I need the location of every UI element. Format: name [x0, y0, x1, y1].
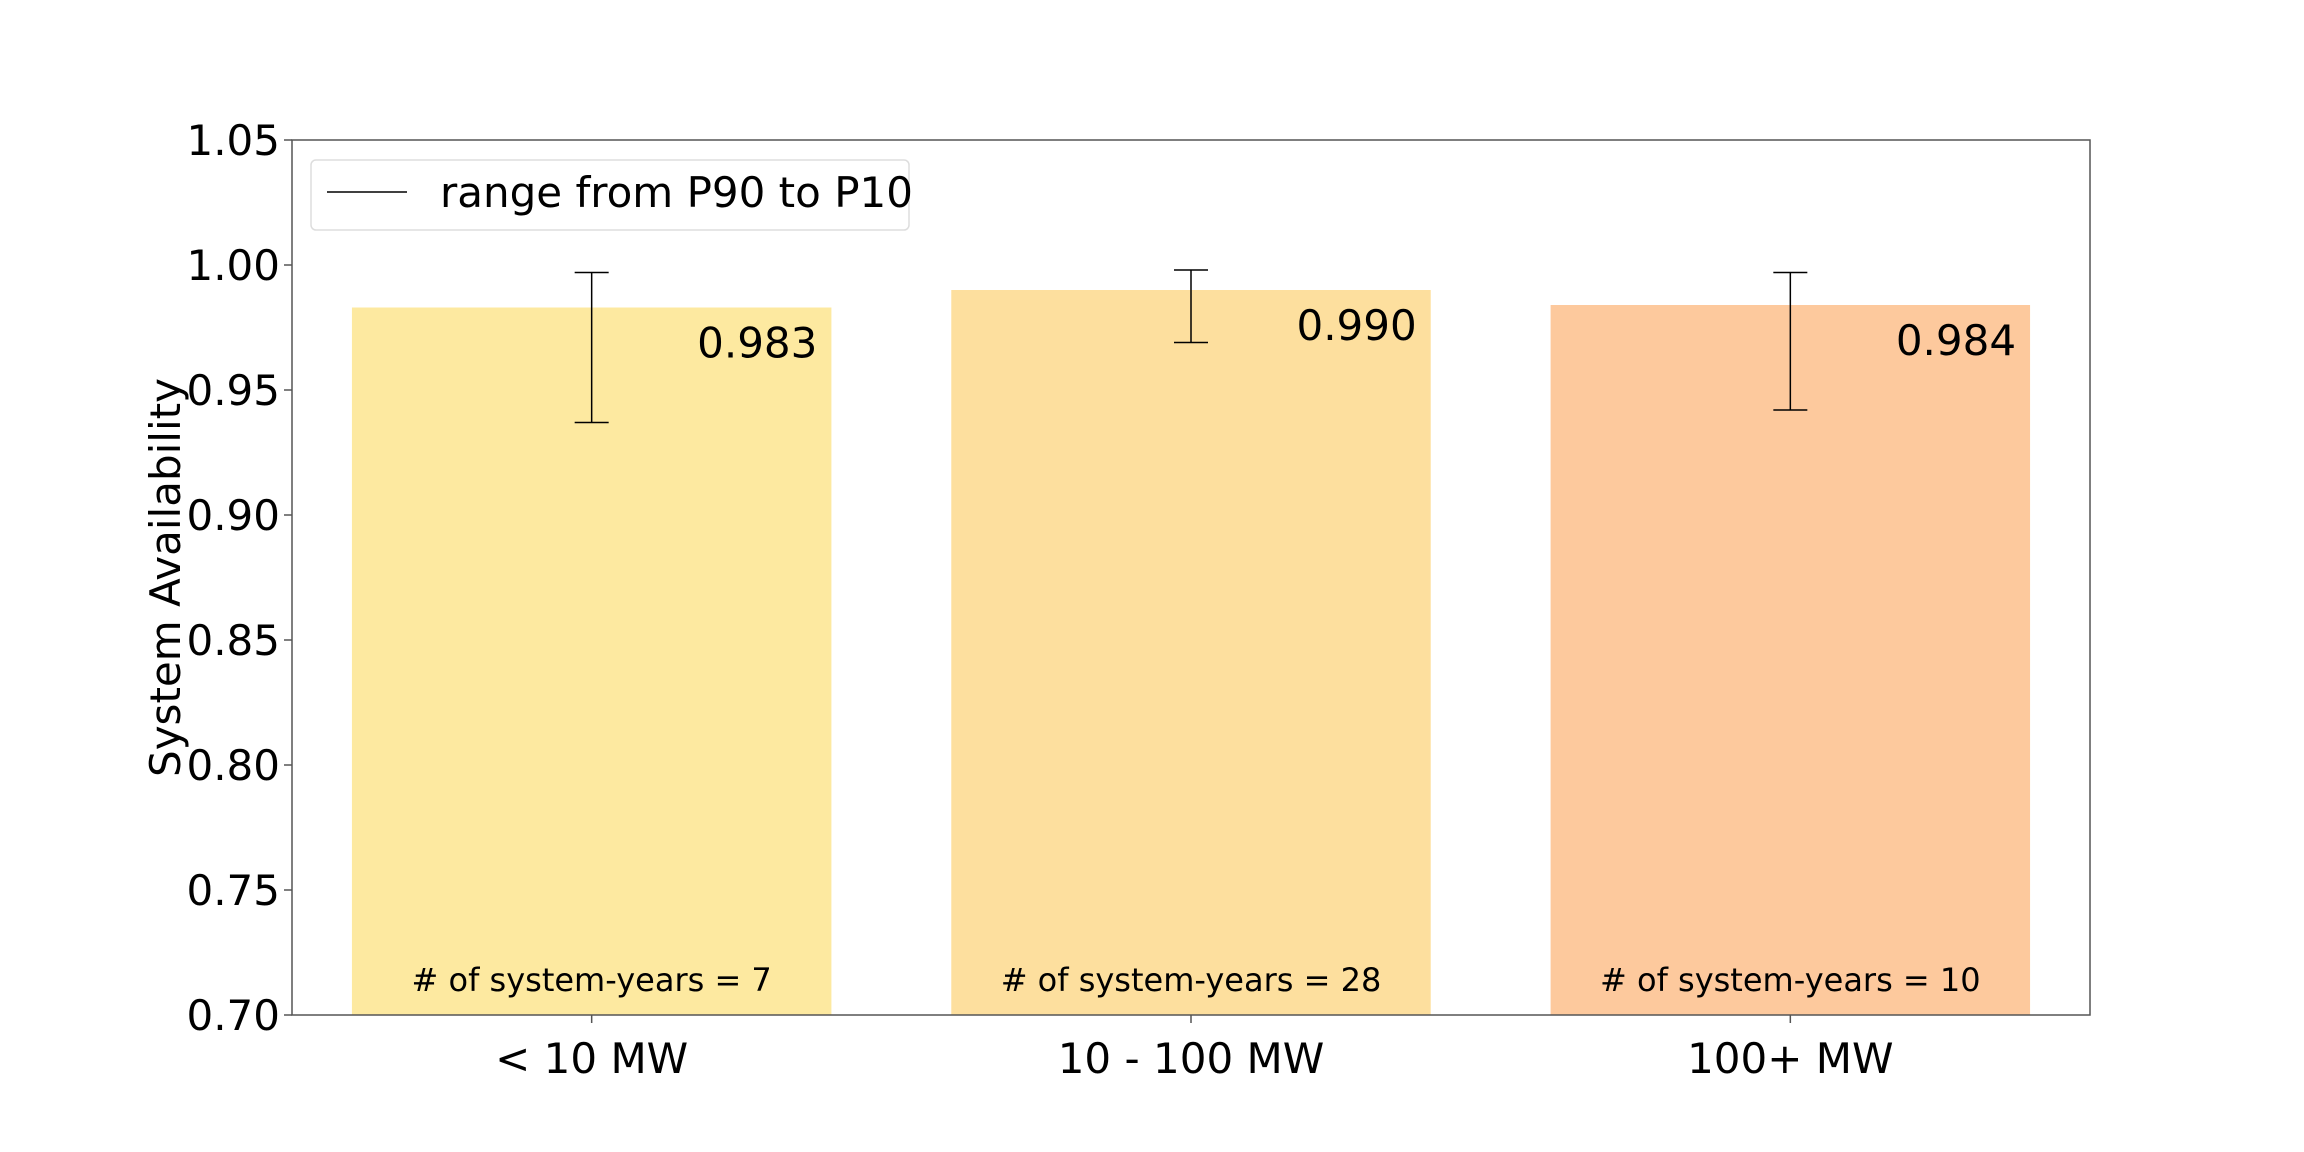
count-label-1: # of system-years = 7: [412, 961, 772, 999]
y-tick-label-4: 0.85: [186, 616, 280, 665]
legend: range from P90 to P10: [310, 159, 913, 231]
y-tick-label-8: 1.05: [186, 116, 280, 165]
count-label-2: # of system-years = 28: [1001, 961, 1382, 999]
value-label-1: 0.983: [697, 319, 817, 368]
labels-layer: 0.983 # of system-years = 7 0.990 # of syst…: [412, 301, 2017, 999]
y-tick-label-6: 0.95: [186, 366, 280, 415]
bar-2: [951, 290, 1431, 1015]
legend-label: range from P90 to P10: [440, 168, 913, 217]
y-axis: 0.70 0.75 0.80 0.85 0.90 0.95 1.00 1.05: [186, 116, 292, 1040]
y-tick-label-7: 1.00: [186, 241, 280, 290]
error-bars-layer: [574, 269, 1808, 424]
x-tick-label-2: 10 - 100 MW: [1058, 1034, 1325, 1083]
legend-box: [310, 159, 910, 231]
y-tick-label-2: 0.75: [186, 866, 280, 915]
x-axis: < 10 MW 10 - 100 MW 100+ MW: [495, 1015, 1894, 1083]
x-tick-label-1: < 10 MW: [495, 1034, 688, 1083]
count-label-3: # of system-years = 10: [1600, 961, 1981, 999]
y-tick-label-5: 0.90: [186, 491, 280, 540]
value-label-3: 0.984: [1896, 316, 2016, 365]
y-tick-label-3: 0.80: [186, 741, 280, 790]
y-tick-label-1: 0.70: [186, 991, 280, 1040]
value-label-2: 0.990: [1296, 301, 1416, 350]
x-tick-label-3: 100+ MW: [1687, 1034, 1893, 1083]
bar-1: [351, 307, 832, 1015]
bar-3: [1550, 305, 2031, 1015]
bars-layer: [351, 290, 2031, 1015]
y-axis-label: System Availability: [141, 378, 190, 777]
